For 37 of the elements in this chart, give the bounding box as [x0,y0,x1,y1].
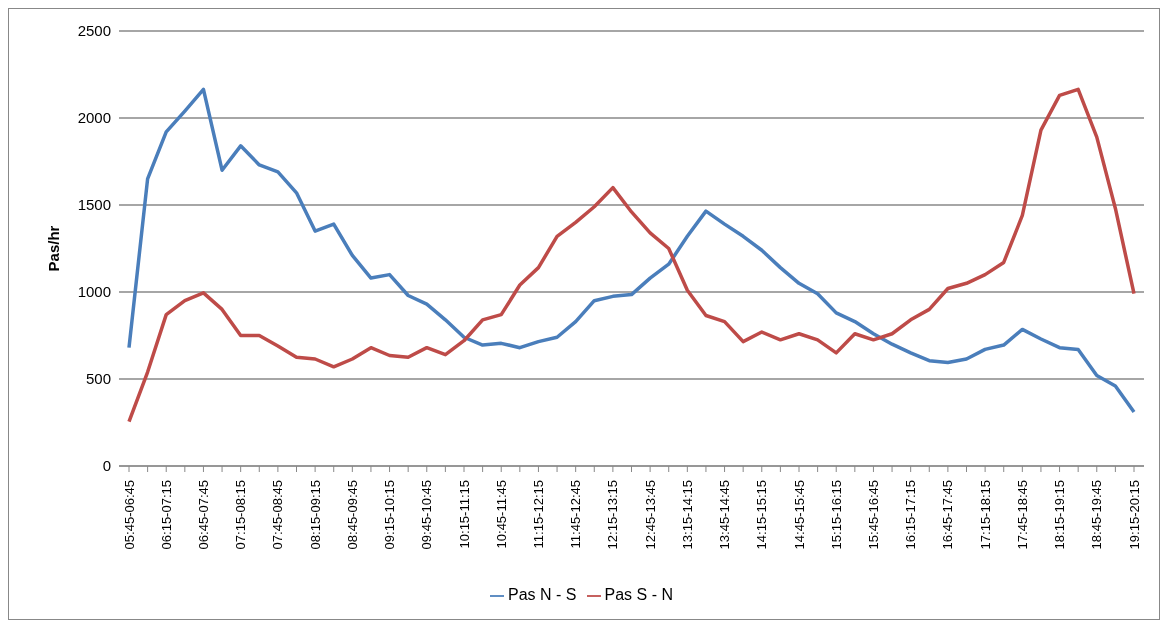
x-tick-label: 15:45-16:45 [865,480,881,550]
y-tick-label: 2500 [77,22,111,40]
x-tick-label: 09:15-10:15 [382,480,398,550]
x-tick-label: 07:15-08:15 [233,480,249,550]
y-tick-label: 500 [85,370,111,388]
x-tick-label: 18:15-19:15 [1052,480,1068,550]
x-tick-label: 16:45-17:45 [940,480,956,550]
x-tick-label: 16:15-17:15 [903,480,919,550]
x-tick-label: 09:45-10:45 [419,480,435,550]
x-tick-label: 15:15-16:15 [828,480,844,550]
y-tick-label: 1000 [77,283,111,301]
x-tick-label: 08:45-09:45 [344,480,360,550]
x-tick-label: 11:45-12:45 [568,480,584,549]
x-tick-label: 12:15-13:15 [605,480,621,550]
x-tick-label: 08:15-09:15 [307,480,323,550]
x-tick-label: 14:45-15:45 [791,480,807,550]
x-tick-label: 10:45-11:45 [493,480,509,549]
y-tick-label: 1500 [77,196,111,214]
x-tick-label: 18:45-19:45 [1089,480,1105,550]
x-tick-label: 14:15-15:15 [754,480,770,550]
legend-label: Pas S - N [604,586,673,603]
x-tick-label: 12:45-13:45 [642,480,658,550]
x-tick-label: 17:45-18:45 [1014,480,1030,550]
x-tick-label: 07:45-08:45 [270,480,286,550]
x-tick-label: 06:15-07:15 [158,480,174,550]
x-tick-label: 13:15-14:15 [679,480,695,550]
x-tick-label: 19:15-20:15 [1126,480,1142,550]
y-tick-label: 0 [102,457,111,475]
x-tick-label: 13:45-14:45 [717,480,733,550]
x-tick-label: 10:15-11:15 [456,480,472,549]
y-axis-title: Pas/hr [45,225,63,272]
x-tick-label: 17:15-18:15 [977,480,993,550]
y-tick-label: 2000 [77,109,111,127]
x-tick-label: 06:45-07:45 [195,480,211,550]
x-tick-label: 11:15-12:15 [530,480,546,549]
x-tick-label: 05:45-06:45 [121,480,137,550]
legend-label: Pas N - S [508,586,577,603]
